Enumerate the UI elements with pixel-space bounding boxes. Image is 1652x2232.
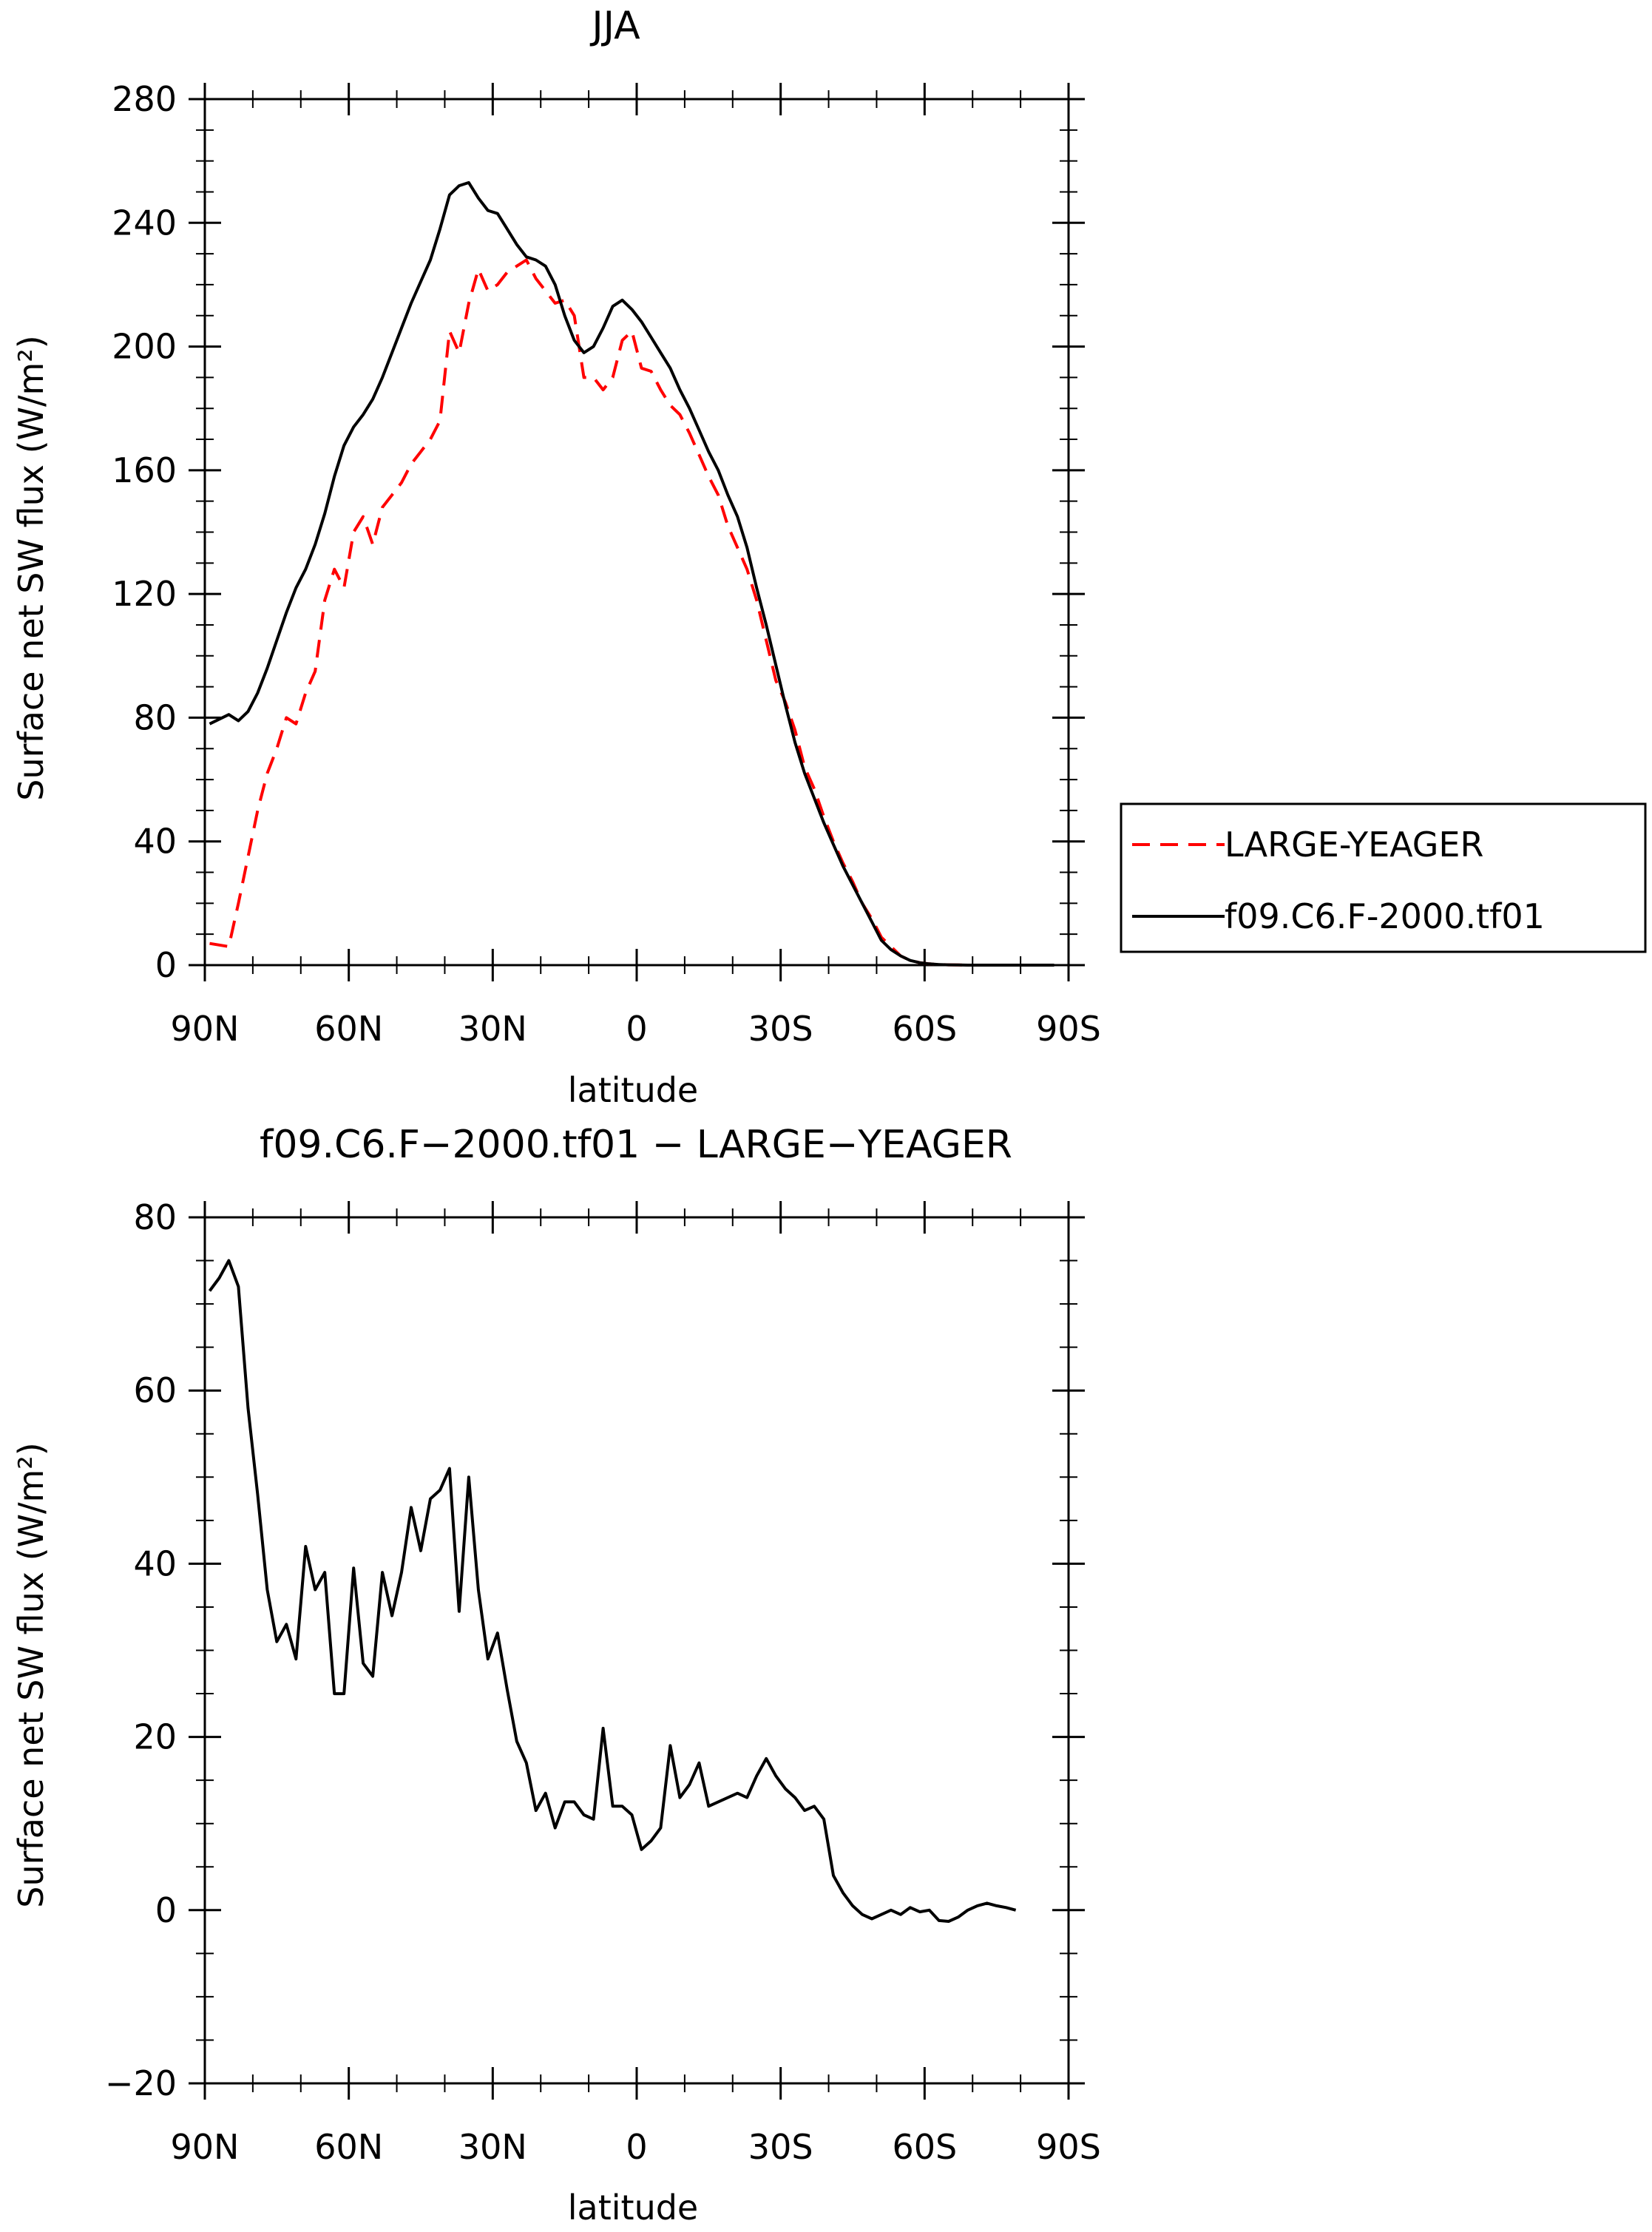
plot-frame: [203, 98, 1070, 967]
series-lines: [209, 180, 1054, 967]
y-tick-label: 240: [112, 203, 177, 243]
y-tick-label: 40: [133, 822, 177, 862]
y-axis-title: Surface net SW flux (W/m²): [11, 1442, 51, 1907]
legend-label-large-yeager: LARGE-YEAGER: [1225, 825, 1483, 865]
x-tick-label: 60S: [892, 1009, 957, 1049]
legend-label-f09-c6: f09.C6.F-2000.tf01: [1225, 896, 1545, 936]
legend: LARGE-YEAGER f09.C6.F-2000.tf01: [1120, 802, 1647, 953]
series-line-large-yeager: [209, 258, 1054, 967]
x-tick-label: 0: [626, 2127, 647, 2167]
x-axis-title: latitude: [568, 2188, 698, 2228]
axes-frame: −20 0 20 40 60 80 90N 60N 30N 0 30S 60S 90S: [105, 1197, 1101, 2167]
y-tick-label: 0: [155, 945, 177, 985]
x-tick-label: 90S: [1036, 1009, 1101, 1049]
x-tick-label: 60N: [314, 1009, 383, 1049]
y-tick-label: 60: [133, 1370, 177, 1410]
panel-title: JJA: [589, 4, 640, 48]
x-tick-label: 30N: [458, 1009, 527, 1049]
difference-panel: f09.C6.F−2000.tf01 − LARGE−YEAGER Surfac…: [11, 1123, 1101, 2228]
x-axis-title: latitude: [568, 1070, 698, 1110]
series-line-difference: [208, 1259, 1017, 1923]
y-tick-label: 200: [112, 327, 177, 367]
x-tick-label: 90S: [1036, 2127, 1101, 2167]
legend-box: [1120, 802, 1647, 953]
x-tick-label: 60N: [314, 2127, 383, 2167]
y-tick-label: 20: [133, 1717, 177, 1757]
y-tick-label: 160: [112, 450, 177, 490]
series-lines: [208, 1259, 1017, 1923]
series-line-f09-c6-f-2000-tf01: [209, 180, 1054, 967]
x-tick-label: 30S: [748, 2127, 813, 2167]
x-tick-label: 0: [626, 1009, 647, 1049]
panel-title: f09.C6.F−2000.tf01 − LARGE−YEAGER: [260, 1123, 1012, 1167]
flux-panel: JJA Surface net SW flux (W/m²) latitude …: [11, 4, 1647, 1110]
axes-frame: 0 40 80 120 160 200 240 280 90N 60N 30N 0 30S 60S 90S: [112, 79, 1101, 1049]
y-tick-label: 120: [112, 574, 177, 614]
y-axis-title: Surface net SW flux (W/m²): [11, 335, 51, 800]
x-tick-label: 90N: [171, 2127, 240, 2167]
y-tick-label: 40: [133, 1543, 177, 1583]
x-tick-label: 90N: [171, 1009, 240, 1049]
x-tick-label: 60S: [892, 2127, 957, 2167]
x-tick-label: 30S: [748, 1009, 813, 1049]
x-tick-label: 30N: [458, 2127, 527, 2167]
y-tick-label: −20: [105, 2063, 177, 2103]
y-tick-label: 80: [133, 697, 177, 737]
y-tick-label: 80: [133, 1197, 177, 1237]
plot-frame: [203, 1216, 1070, 2085]
y-tick-label: 280: [112, 79, 177, 119]
y-tick-label: 0: [155, 1890, 177, 1930]
